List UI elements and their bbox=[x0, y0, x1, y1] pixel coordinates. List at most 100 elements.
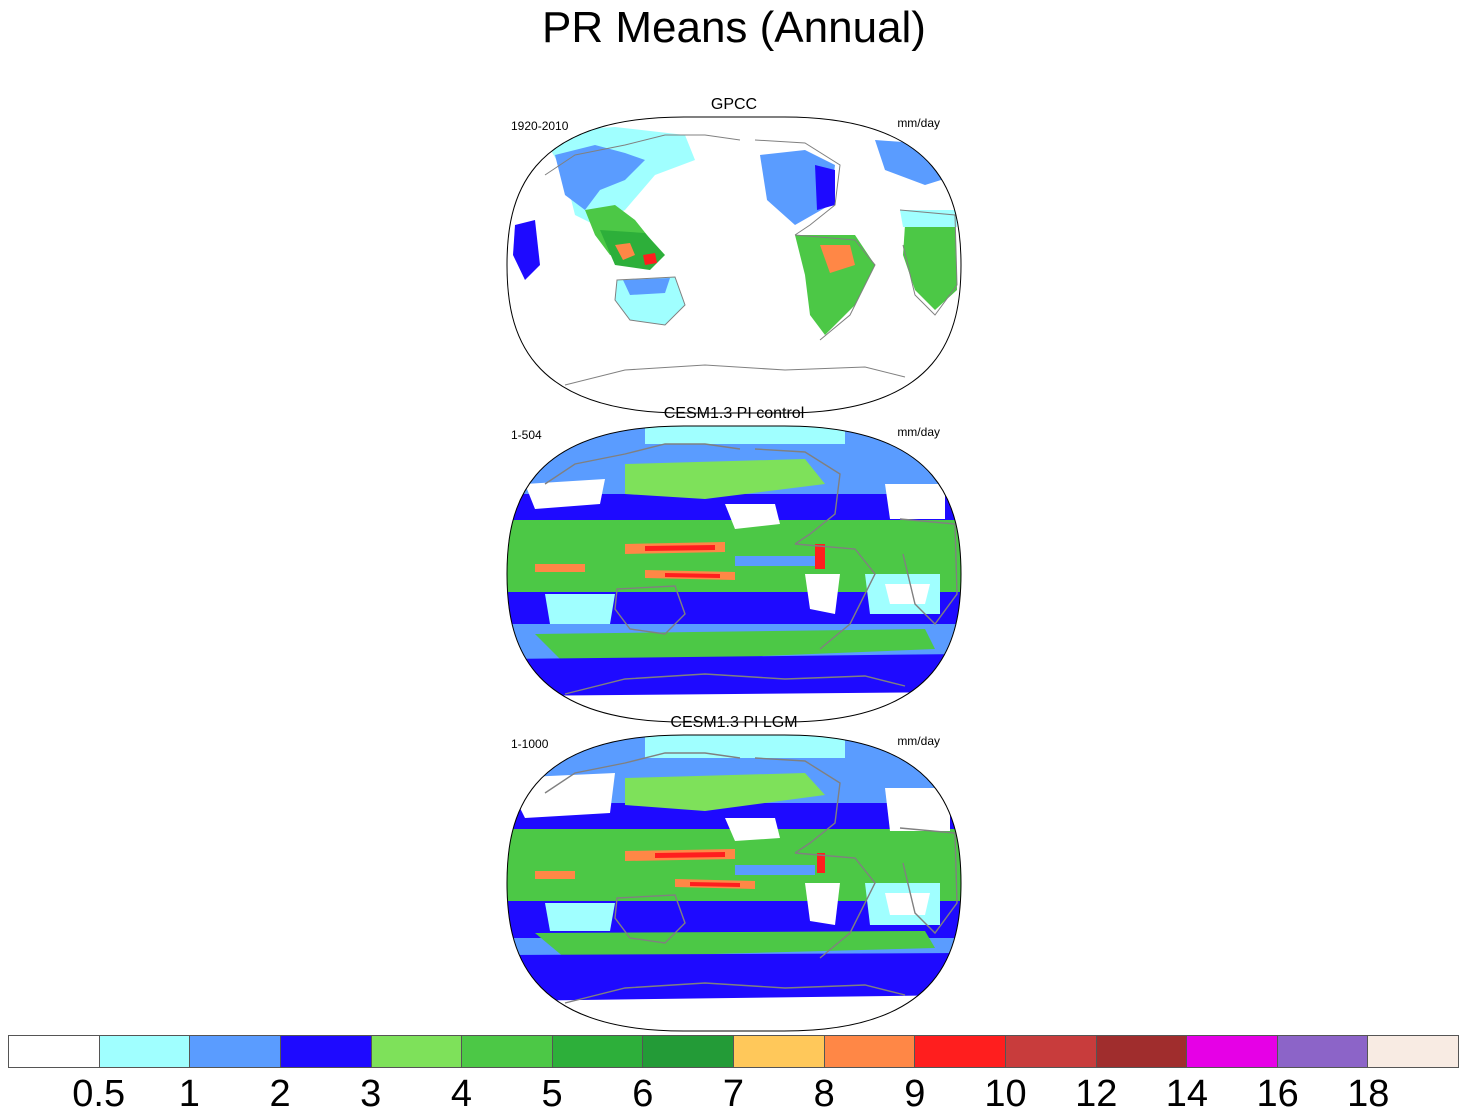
colorbar bbox=[8, 1035, 1459, 1068]
precip-spcz-core bbox=[690, 882, 740, 887]
colorbar-tick-label: 1 bbox=[178, 1073, 200, 1115]
colorbar-tick-label: 0.5 bbox=[72, 1073, 126, 1115]
coastline-samerica bbox=[794, 234, 876, 341]
colorbar-segment bbox=[462, 1036, 553, 1067]
coastline-eurasia bbox=[544, 134, 741, 176]
colorbar-tick-label: 14 bbox=[1165, 1073, 1209, 1115]
precip-dry-subtropics-4 bbox=[885, 893, 930, 915]
colorbar-segment bbox=[371, 1036, 463, 1067]
precip-field-storm-tracks-n bbox=[625, 773, 825, 811]
colorbar-segment bbox=[1277, 1036, 1369, 1067]
coastline-antarctica bbox=[564, 673, 906, 695]
colorbar-segment bbox=[99, 1036, 191, 1067]
colorbar-tick-label: 2 bbox=[269, 1073, 291, 1115]
colorbar-segment bbox=[552, 1036, 644, 1067]
coastline-antarctica bbox=[564, 982, 906, 1004]
map-cesm-pi-control bbox=[506, 425, 962, 723]
colorbar-tick-label: 12 bbox=[1075, 1073, 1118, 1115]
map-outline bbox=[506, 425, 962, 723]
panel-units: mm/day bbox=[897, 116, 940, 130]
map-cesm-pi-lgm bbox=[506, 734, 962, 1032]
precip-dry-subtropics-1 bbox=[725, 818, 780, 841]
precip-itcz-core bbox=[645, 545, 715, 551]
main-title: PR Means (Annual) bbox=[542, 3, 926, 52]
coastline-australia bbox=[614, 585, 686, 635]
map-panel-cesm-pi-lgm: CESM1.3 PI LGM 1-1000 mm/day bbox=[505, 714, 963, 1033]
precip-field-namerica-e bbox=[815, 165, 835, 210]
colorbar-segment bbox=[1368, 1036, 1458, 1067]
colorbar-labels: 0.5 1 2 3 4 5 6 7 8 9 10 12 14 16 18 bbox=[8, 1072, 1459, 1116]
coastline-africa bbox=[899, 209, 958, 316]
map-gpcc bbox=[506, 116, 962, 414]
precip-dry-pacific-equator bbox=[735, 556, 815, 566]
map-outline bbox=[506, 116, 962, 414]
precip-itcz-core bbox=[655, 852, 725, 858]
colorbar-tick-label: 8 bbox=[813, 1073, 835, 1115]
precip-dry-subtropics-1 bbox=[725, 504, 780, 529]
precip-dry-arctic bbox=[645, 735, 845, 758]
precip-dry-pacific-equator bbox=[735, 865, 815, 875]
coastline-eurasia bbox=[544, 443, 741, 485]
precip-field-samerica bbox=[795, 235, 875, 335]
coastline-eurasia bbox=[544, 752, 741, 794]
map-panel-cesm-pi-control: CESM1.3 PI control 1-504 mm/day bbox=[505, 405, 963, 724]
colorbar-segment bbox=[190, 1036, 281, 1067]
precip-field-eurasia-mid bbox=[555, 145, 645, 210]
precip-field-tropics-blue-s bbox=[507, 901, 961, 938]
colorbar-segment bbox=[280, 1036, 372, 1067]
colorbar-segment bbox=[734, 1036, 825, 1067]
colorbar-tick-label: 4 bbox=[450, 1073, 473, 1115]
precip-dry-arctic bbox=[645, 426, 845, 444]
colorbar-tick-label: 5 bbox=[541, 1073, 563, 1115]
coastline-australia bbox=[614, 276, 686, 326]
colorbar-tick-label: 3 bbox=[360, 1073, 382, 1115]
coastline-australia bbox=[614, 894, 686, 944]
precip-field-tropics-blue-n bbox=[507, 803, 961, 829]
precip-spcz-core bbox=[665, 573, 720, 578]
precip-field-tropics bbox=[507, 828, 961, 903]
precip-field-storm-tracks-s bbox=[535, 931, 935, 958]
colorbar-segment bbox=[9, 1036, 100, 1067]
colorbar-segment bbox=[824, 1036, 916, 1067]
precip-dry-antarctica bbox=[507, 995, 961, 1031]
precip-indian-band bbox=[535, 564, 585, 572]
colorbar-tick-label: 9 bbox=[904, 1073, 926, 1115]
precip-peak-maritime bbox=[615, 243, 635, 260]
colorbar-tick-label: 6 bbox=[632, 1073, 654, 1115]
panel-title: CESM1.3 PI control bbox=[663, 405, 805, 422]
map-panel-gpcc: GPCC 1920-2010 mm/day bbox=[505, 96, 963, 415]
colorbar-segment bbox=[915, 1036, 1006, 1067]
colorbar-tick-label: 10 bbox=[984, 1073, 1027, 1115]
coastline-samerica bbox=[794, 852, 876, 959]
precip-dry-sahara bbox=[885, 788, 950, 831]
colorbar-tick-label: 16 bbox=[1256, 1073, 1299, 1115]
precip-field-storm-tracks-s bbox=[535, 629, 935, 664]
colorbar-tick-label: 7 bbox=[722, 1073, 745, 1115]
precip-amazon-peak bbox=[817, 853, 825, 873]
coastline-africa bbox=[899, 518, 958, 626]
panel-title: GPCC bbox=[710, 96, 758, 113]
precip-dry-sahara bbox=[885, 484, 945, 519]
precip-dry-subtropics-4 bbox=[885, 584, 930, 604]
coastline-antarctica bbox=[564, 364, 906, 386]
panel-time-range: 1-504 bbox=[511, 428, 542, 442]
precip-dry-subtropics-2 bbox=[805, 883, 840, 925]
coastline-namerica bbox=[754, 448, 841, 545]
colorbar-segment bbox=[643, 1036, 734, 1067]
precip-indian-band bbox=[535, 871, 575, 879]
map-outline bbox=[506, 734, 962, 1032]
precip-dry-eurasia bbox=[525, 479, 605, 509]
precip-amazon-peak bbox=[815, 544, 825, 569]
precip-field-india bbox=[513, 220, 540, 280]
panel-units: mm/day bbox=[897, 425, 940, 439]
colorbar-tick-label: 18 bbox=[1347, 1073, 1390, 1115]
coastline-namerica bbox=[754, 757, 841, 854]
precip-peak-maritime-2 bbox=[643, 253, 657, 265]
precip-field-africa bbox=[903, 225, 957, 310]
precip-field-storm-tracks-n bbox=[625, 459, 825, 499]
panel-time-range: 1-1000 bbox=[511, 737, 549, 751]
panel-units: mm/day bbox=[897, 734, 940, 748]
panel-time-range: 1920-2010 bbox=[511, 119, 569, 133]
colorbar-segment bbox=[1005, 1036, 1097, 1067]
precip-field-australia-n bbox=[623, 278, 670, 295]
